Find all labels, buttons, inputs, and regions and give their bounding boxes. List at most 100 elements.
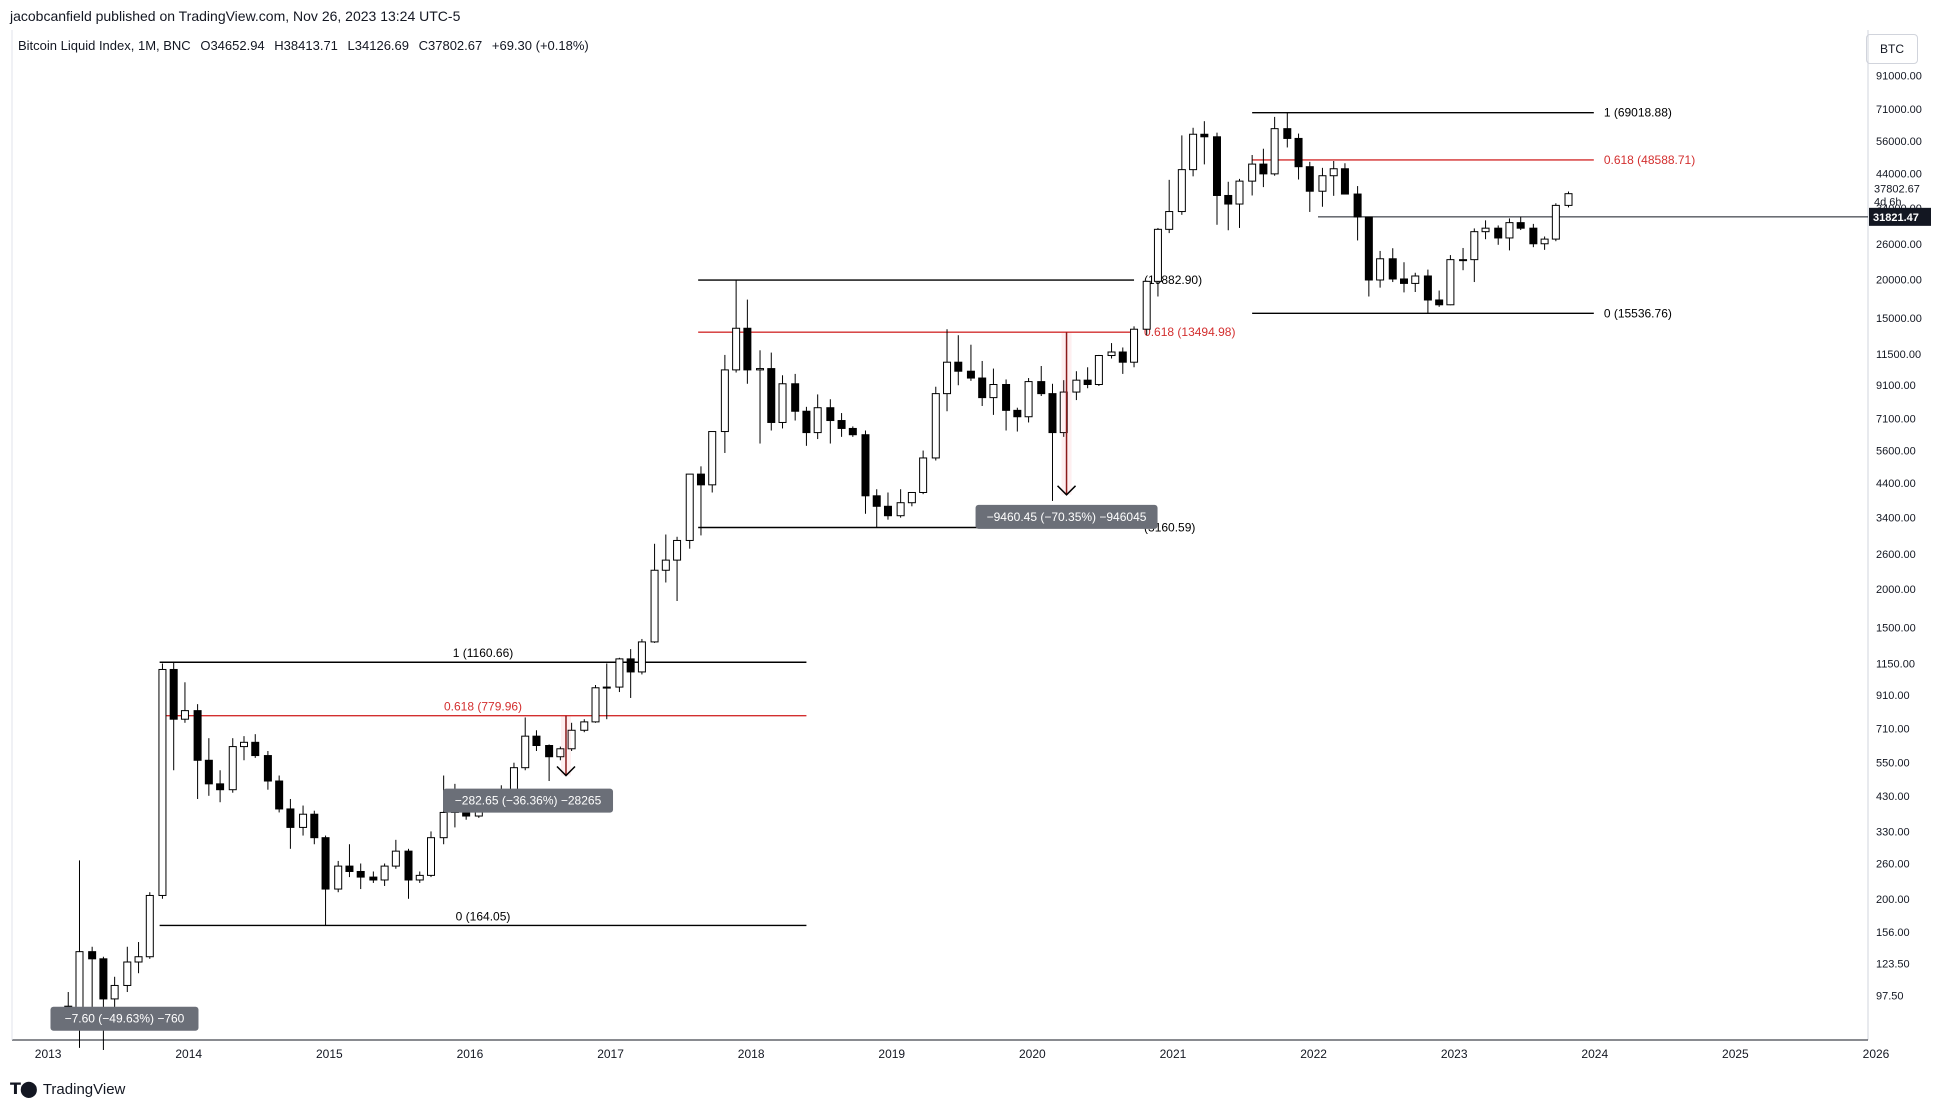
price-tick-label: 3400.00 [1876, 513, 1916, 525]
candle-body [778, 383, 787, 423]
candle-body [931, 393, 940, 459]
candle [1270, 116, 1279, 176]
price-tick-label: 5600.00 [1876, 446, 1916, 458]
candle-body [966, 370, 975, 379]
candle-body [1400, 278, 1408, 284]
candle [1107, 343, 1116, 359]
price-tick-label: 71000.00 [1876, 104, 1922, 116]
candle-body [837, 420, 846, 429]
candle [1048, 383, 1057, 501]
candle-body [556, 748, 565, 758]
candle [567, 722, 576, 752]
candle-body [813, 407, 822, 434]
measure-arrow-head-icon [556, 765, 576, 777]
candle [1423, 269, 1432, 314]
candle [813, 394, 822, 440]
fib-level-1-label: (19882.90) [1144, 273, 1202, 287]
tradingview-brand[interactable]: 𝗧⬤ TradingView [10, 1079, 125, 1099]
price-range-measure[interactable]: −9460.45 (−70.35%) −946045 [975, 332, 1158, 529]
candle [943, 329, 952, 412]
symbol-title[interactable]: Bitcoin Liquid Index, 1M, BNC [18, 38, 191, 53]
candle-body [708, 431, 717, 486]
tradingview-brand-label: TradingView [42, 1080, 126, 1098]
candle-body [1494, 227, 1503, 239]
candle [1400, 262, 1408, 293]
crosshair-price-badge [1869, 207, 1931, 226]
candle-body [615, 658, 624, 688]
fib-retracement[interactable]: 1 (69018.88) 0.618 (48588.71) 0 (15536.76) [1252, 106, 1695, 321]
candle-body [1481, 227, 1490, 233]
measure-label-bg [50, 1006, 199, 1031]
candle-body [732, 327, 741, 371]
candle [193, 704, 202, 799]
price-range-measure[interactable]: −282.65 (−36.36%) −28265 [443, 715, 614, 813]
time-tick-label: 2018 [738, 1047, 765, 1061]
candle-body [299, 813, 308, 828]
candle-body [978, 377, 987, 399]
candle [966, 344, 975, 381]
candle [1516, 216, 1525, 231]
currency-badge[interactable]: BTC [1866, 34, 1918, 64]
candle-body [415, 874, 424, 881]
price-tick-label: 91000.00 [1876, 71, 1922, 83]
candle-body [180, 710, 189, 720]
candle [1435, 290, 1444, 307]
candle-body [1083, 379, 1092, 386]
candle-body [1340, 168, 1349, 195]
candle-body [263, 755, 272, 782]
candle [369, 871, 378, 883]
candle-body [954, 361, 963, 372]
price-tick-label: 26000.00 [1876, 239, 1922, 251]
candle [637, 638, 646, 675]
measure-arrow-head-icon [1057, 485, 1077, 496]
candle-body [1130, 328, 1139, 363]
candle-body [1189, 133, 1198, 171]
candle [1072, 371, 1081, 401]
measure-label: −9460.45 (−70.35%) −946045 [987, 510, 1147, 524]
crosshair-price-label: 31821.47 [1873, 212, 1919, 224]
price-range-measure[interactable]: −7.60 (−49.63%) −760 [50, 1006, 199, 1031]
candle [204, 738, 213, 796]
candle-body [1305, 166, 1314, 192]
price-tick-label: 7100.00 [1876, 414, 1916, 426]
candle [602, 663, 611, 720]
candle-body [1212, 136, 1221, 196]
candle [216, 770, 225, 803]
candle-body [251, 741, 260, 757]
candle-body [1002, 384, 1011, 411]
candle [310, 810, 319, 845]
fib-level-0-label: 0 (164.05) [456, 909, 511, 923]
measure-label: −7.60 (−49.63%) −760 [65, 1012, 185, 1026]
candle-body [204, 759, 213, 785]
candle [883, 492, 892, 520]
candle [1283, 112, 1292, 148]
candle-body [1165, 211, 1174, 230]
candle [1505, 218, 1514, 251]
candle [251, 734, 260, 758]
measure-label-bg [975, 504, 1158, 529]
candle-body [1411, 275, 1420, 284]
candle-body [158, 668, 167, 896]
ohlc-open: O34652.94 [200, 38, 265, 53]
last-price-label: 37802.67 [1874, 184, 1920, 196]
candle-body [532, 735, 541, 747]
candle-body [509, 767, 518, 791]
candle-body [310, 813, 319, 839]
measure-label: −282.65 (−36.36%) −28265 [455, 794, 602, 808]
candle-body [1353, 193, 1362, 218]
candle-body [767, 368, 776, 423]
candle [532, 730, 541, 752]
candle-body [791, 383, 800, 412]
fib-retracement[interactable]: 1 (1160.66) 0.618 (779.96) 0 (164.05) [159, 646, 807, 927]
time-tick-label: 2024 [1581, 1047, 1608, 1061]
candle [334, 860, 343, 893]
candle [708, 431, 717, 493]
candle [896, 489, 905, 518]
candle [134, 942, 143, 974]
candle-body [883, 505, 892, 517]
candle [1248, 154, 1257, 196]
candle [1329, 160, 1338, 196]
candle [1340, 163, 1349, 195]
